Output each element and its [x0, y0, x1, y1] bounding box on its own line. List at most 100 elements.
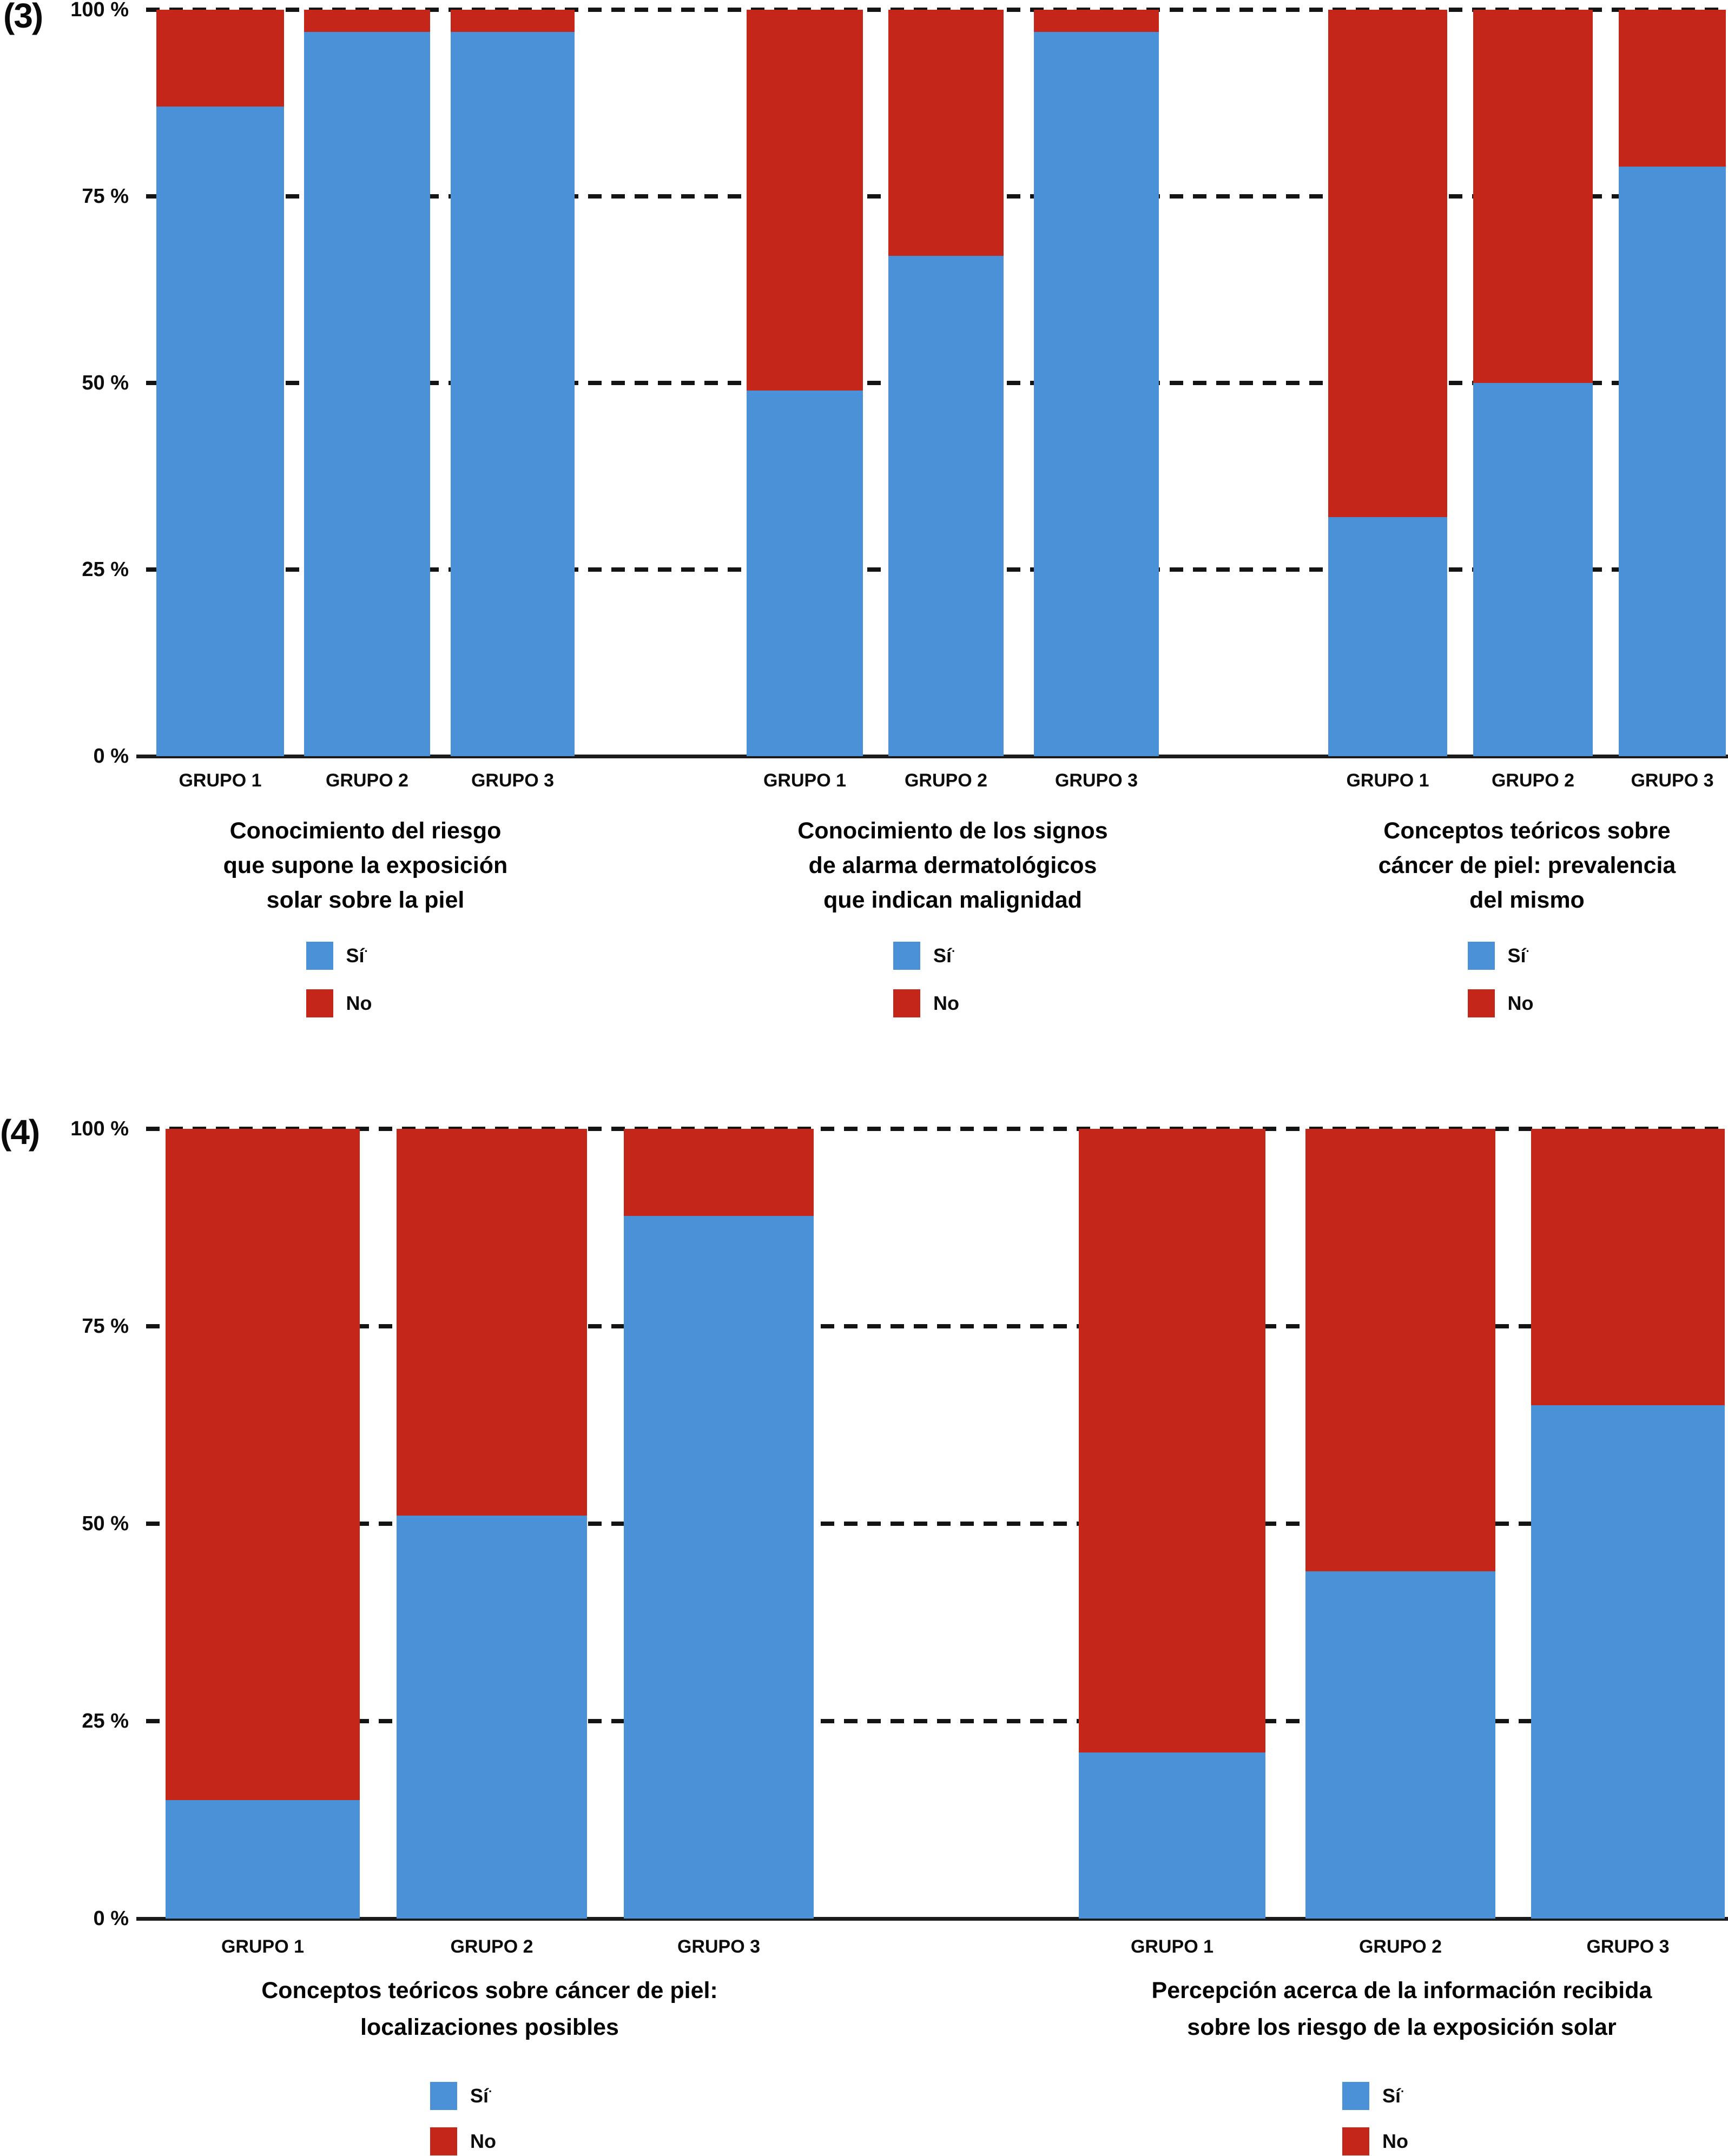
bar-si-segment: [747, 391, 863, 756]
bar-no-segment: [1619, 10, 1726, 167]
x-axis-baseline: [136, 1917, 1728, 1921]
x-axis-group-label: GRUPO 2: [1491, 770, 1575, 791]
y-tick-label: 0 %: [93, 1907, 129, 1930]
y-tick-label: 50 %: [82, 372, 129, 394]
x-axis-group-label: GRUPO 3: [1631, 770, 1714, 791]
legend-si-label: Sí·: [1507, 944, 1530, 967]
legend-no-swatch: [893, 989, 920, 1017]
legend-si-footnote-mark: ·: [1401, 2085, 1405, 2098]
bar-no-segment: [166, 1129, 360, 1800]
cluster-caption-line: Conocimiento del riesgo: [229, 818, 502, 844]
bar-si-segment: [1531, 1405, 1725, 1919]
legend-si-swatch: [1467, 942, 1495, 970]
y-tick-label: 25 %: [82, 558, 129, 581]
legend-row-si: Sí·: [893, 941, 955, 970]
y-tick-label: 75 %: [82, 185, 129, 208]
y-tick-label: 75 %: [82, 1315, 129, 1338]
cluster-caption-line: Percepción acerca de la información reci…: [1151, 1978, 1652, 2003]
x-axis-group-label: GRUPO 3: [1054, 770, 1138, 791]
bar-no-segment: [1328, 10, 1447, 517]
bar-no-segment: [156, 10, 284, 107]
x-axis-baseline: [136, 755, 1728, 758]
panel-4-label: (4): [0, 1113, 40, 1152]
legend-si-footnote-mark: ·: [364, 944, 368, 958]
bar-no-segment: [1531, 1129, 1725, 1405]
legend-no-label: No: [933, 992, 959, 1014]
bar-si-segment: [166, 1800, 360, 1919]
cluster-caption-line: sobre los riesgo de la exposición solar: [1187, 2014, 1617, 2040]
gridline-75 %: [146, 1324, 1728, 1328]
bar-si-segment: [451, 32, 575, 756]
legend-no-swatch: [1342, 2127, 1369, 2155]
legend-si-swatch: [893, 942, 920, 970]
legend-no-label: No: [1382, 2130, 1408, 2152]
x-axis-group-label: GRUPO 3: [1586, 1936, 1670, 1957]
legend-row-si: Sí·: [1342, 2081, 1404, 2111]
legend-si-swatch: [306, 942, 333, 970]
x-axis-group-label: GRUPO 2: [325, 770, 409, 791]
cluster-caption-line: cáncer de piel: prevalencia: [1378, 852, 1676, 878]
bar-si-segment: [1079, 1752, 1265, 1919]
cluster-caption-line: Conceptos teóricos sobre cáncer de piel:: [261, 1978, 718, 2003]
cluster-caption-line: del mismo: [1469, 887, 1585, 913]
bar-no-segment: [624, 1129, 814, 1216]
cluster-caption-line: de alarma dermatológicos: [808, 852, 1097, 878]
x-axis-group-label: GRUPO 3: [471, 770, 555, 791]
bar-si-segment: [1034, 32, 1159, 756]
legend-si-swatch: [1342, 2082, 1369, 2110]
legend-row-si: Sí·: [430, 2081, 492, 2111]
gridline-100 %: [146, 1127, 1728, 1131]
bar-si-segment: [156, 107, 284, 756]
bar-no-segment: [1473, 10, 1593, 383]
legend-no-label: No: [346, 992, 372, 1014]
bar-no-segment: [1034, 10, 1159, 32]
legend-si-footnote-mark: ·: [952, 944, 956, 958]
legend-row-si: Sí·: [1467, 941, 1530, 970]
bar-no-segment: [451, 10, 575, 32]
x-axis-group-label: GRUPO 2: [904, 770, 988, 791]
x-axis-group-label: GRUPO 1: [179, 770, 262, 791]
bar-si-segment: [888, 256, 1004, 756]
legend-no-swatch: [306, 989, 333, 1017]
x-axis-group-label: GRUPO 1: [1346, 770, 1429, 791]
legend-si-swatch: [430, 2082, 457, 2110]
legend-row-si: Sí·: [306, 941, 368, 970]
legend-no-label: No: [470, 2130, 496, 2152]
bar-no-segment: [1079, 1129, 1265, 1752]
bar-no-segment: [888, 10, 1004, 256]
bar-no-segment: [747, 10, 863, 391]
cluster-caption-line: Conocimiento de los signos: [797, 818, 1108, 844]
x-axis-group-label: GRUPO 2: [450, 1936, 533, 1957]
legend-no-swatch: [430, 2127, 457, 2155]
y-tick-label: 0 %: [93, 745, 129, 768]
bar-si-segment: [304, 32, 430, 756]
legend-si-footnote-mark: ·: [1526, 944, 1530, 958]
x-axis-group-label: GRUPO 3: [677, 1936, 761, 1957]
bar-no-segment: [397, 1129, 587, 1516]
bar-si-segment: [1328, 517, 1447, 756]
bar-si-segment: [1473, 383, 1593, 756]
x-axis-group-label: GRUPO 1: [763, 770, 847, 791]
cluster-caption-line: solar sobre la piel: [266, 887, 465, 913]
panel-3-label: (3): [3, 0, 43, 35]
bar-no-segment: [1305, 1129, 1495, 1571]
y-tick-label: 100 %: [70, 0, 129, 21]
gridline-50 %: [146, 1522, 1728, 1526]
y-tick-label: 50 %: [82, 1512, 129, 1535]
bar-si-segment: [397, 1516, 587, 1919]
legend-row-no: No: [306, 989, 372, 1018]
bar-si-segment: [1619, 167, 1726, 756]
legend-row-no: No: [1342, 2127, 1408, 2156]
legend-si-label: Sí·: [346, 944, 368, 967]
legend-row-no: No: [893, 989, 959, 1018]
y-tick-label: 25 %: [82, 1710, 129, 1732]
legend-si-footnote-mark: ·: [489, 2085, 493, 2098]
cluster-caption-line: que supone la exposición: [223, 852, 508, 878]
bar-si-segment: [624, 1216, 814, 1919]
cluster-caption-line: que indican malignidad: [823, 887, 1082, 913]
legend-no-label: No: [1507, 992, 1534, 1014]
y-tick-label: 100 %: [70, 1117, 129, 1140]
legend-row-no: No: [430, 2127, 496, 2156]
legend-no-swatch: [1467, 989, 1495, 1017]
